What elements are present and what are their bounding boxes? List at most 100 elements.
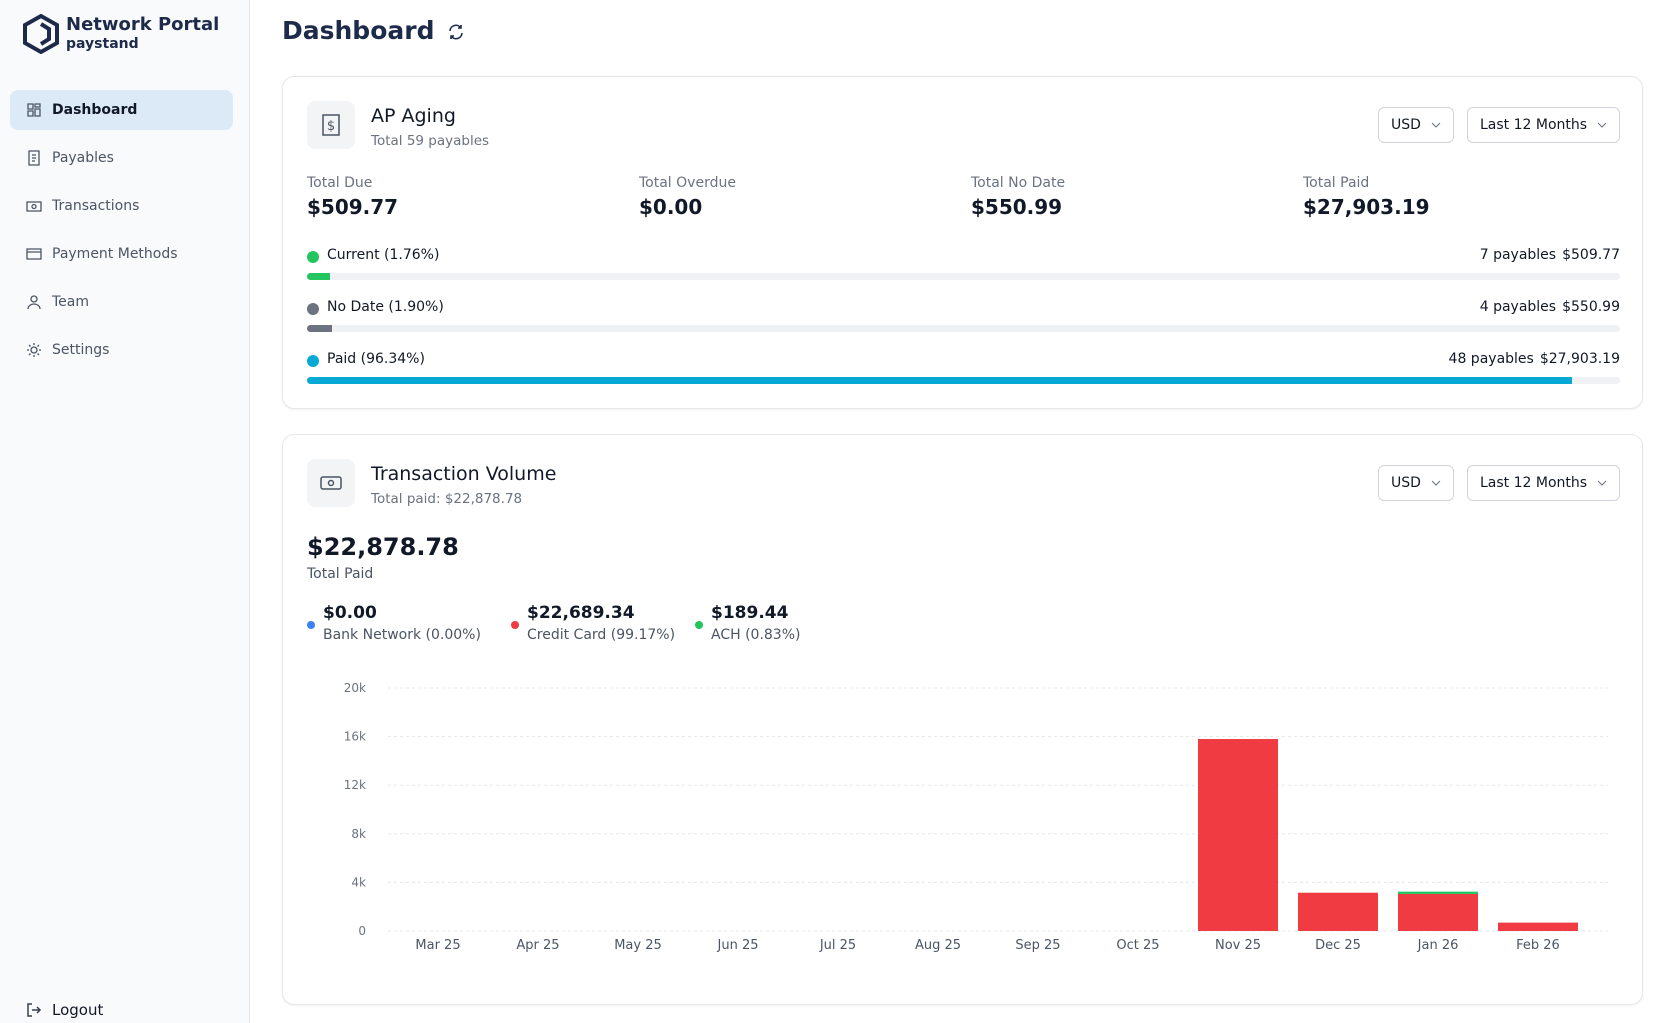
logout-label: Logout xyxy=(52,1001,104,1019)
aging-row: Paid (96.34%) 48 payables $27,903.19 xyxy=(307,351,1620,391)
stat: Total Due $509.77 xyxy=(307,175,398,219)
nav-item[interactable]: Dashboard xyxy=(10,90,233,130)
bar xyxy=(1398,893,1478,931)
row-right: 7 payables $509.77 xyxy=(1480,247,1620,263)
nav-icon xyxy=(27,343,41,357)
dot xyxy=(307,251,319,263)
stat-value: $550.99 xyxy=(971,195,1063,219)
currency-select[interactable]: USD xyxy=(1378,465,1454,501)
row-count: 4 payables xyxy=(1479,299,1557,315)
total-paid: $22,878.78 xyxy=(307,533,459,561)
stat: Total Paid $27,903.19 xyxy=(1303,175,1430,219)
stat-value: $27,903.19 xyxy=(1303,195,1430,219)
nav-item[interactable]: Payables xyxy=(10,138,233,178)
row-count: 48 payables xyxy=(1448,351,1534,367)
x-tick-label: Nov 25 xyxy=(1215,938,1261,953)
refresh[interactable] xyxy=(447,23,465,41)
legend-dot xyxy=(695,621,703,629)
sub-brand: paystand xyxy=(66,36,139,52)
stat-value: $0.00 xyxy=(639,195,703,219)
nav-icon xyxy=(28,150,40,166)
row-label: No Date (1.90%) xyxy=(327,299,444,315)
card-title: Transaction Volume xyxy=(371,463,557,485)
dot xyxy=(307,355,319,367)
nav-item[interactable]: Team xyxy=(10,282,233,322)
y-tick-label: 16k xyxy=(344,730,366,744)
aging-row: No Date (1.90%) 4 payables $550.99 xyxy=(307,299,1620,339)
bar xyxy=(1398,891,1478,894)
legend-name: ACH (0.83%) xyxy=(711,627,801,643)
row-amount: $509.77 xyxy=(1562,247,1620,263)
y-tick-label: 8k xyxy=(351,827,366,841)
nav-label: Dashboard xyxy=(52,102,138,118)
progress-track xyxy=(307,377,1620,384)
nav-item[interactable]: Settings xyxy=(10,330,233,370)
x-tick-label: Feb 26 xyxy=(1516,938,1560,953)
progress-track xyxy=(307,325,1620,332)
period: Last 12 Months xyxy=(1480,475,1588,491)
logo xyxy=(23,14,59,54)
row-label: Paid (96.34%) xyxy=(327,351,425,367)
aging-row: Current (1.76%) 7 payables $509.77 xyxy=(307,247,1620,287)
y-tick-label: 12k xyxy=(344,778,366,792)
stat-value: $509.77 xyxy=(307,195,399,219)
card-subtitle: Total 59 payables xyxy=(371,133,490,149)
legend-total: $22,689.34 xyxy=(527,603,635,623)
logout[interactable]: Logout xyxy=(26,1001,103,1019)
period: Last 12 Months xyxy=(1480,117,1588,133)
stat-label: Total Due xyxy=(307,175,373,191)
nav-label: Payment Methods xyxy=(52,246,178,262)
tv-icon xyxy=(307,459,355,507)
progress-bar xyxy=(307,325,332,332)
stat-label: Total Overdue xyxy=(639,175,736,191)
legend-total: $189.44 xyxy=(711,603,789,623)
nav-icon xyxy=(26,248,42,260)
nav-icon xyxy=(27,103,41,117)
brand: Network Portal xyxy=(66,14,220,35)
x-tick-label: May 25 xyxy=(614,938,662,953)
x-tick-label: Oct 25 xyxy=(1116,938,1159,953)
page-title: Dashboard xyxy=(282,16,435,45)
period-select[interactable]: Last 12 Months xyxy=(1467,107,1621,143)
legend-name: Bank Network (0.00%) xyxy=(323,627,481,643)
row-label: Current (1.76%) xyxy=(327,247,440,263)
progress-bar xyxy=(307,273,331,280)
dot xyxy=(307,303,319,315)
stat-label: Total No Date xyxy=(971,175,1066,191)
row-amount: $550.99 xyxy=(1562,299,1620,315)
nav-item[interactable]: Payment Methods xyxy=(10,234,233,274)
svg-text:$: $ xyxy=(327,119,335,134)
nav-label: Payables xyxy=(52,150,114,166)
stat-label: Total Paid xyxy=(1303,175,1370,191)
chart: 0 4k 8k 12k 16k 20k Mar 25 Apr 25 May 25 Jun 25 Ju… xyxy=(344,681,1608,953)
nav-label: Team xyxy=(52,294,90,310)
x-tick-label: Jul 25 xyxy=(819,938,856,953)
progress-bar xyxy=(307,377,1572,384)
transaction-card: Transaction Volume Total paid: $22,878.7… xyxy=(282,434,1643,1005)
y-tick-label: 4k xyxy=(351,875,366,889)
nav-label: Transactions xyxy=(52,198,140,214)
nav-icon xyxy=(27,295,41,310)
bar xyxy=(1198,739,1278,931)
sidebar: Network Portal paystand Dashboard Payable… xyxy=(0,0,250,1023)
logout-icon xyxy=(27,1003,42,1017)
x-tick-label: Sep 25 xyxy=(1015,938,1060,953)
nav-item[interactable]: Transactions xyxy=(10,186,233,226)
x-tick-label: Apr 25 xyxy=(516,938,559,953)
period-select[interactable]: Last 12 Months xyxy=(1467,465,1621,501)
legend-total: $0.00 xyxy=(323,603,377,623)
legend-dot xyxy=(307,621,315,629)
currency-select[interactable]: USD xyxy=(1378,107,1454,143)
x-tick-label: Mar 25 xyxy=(415,938,460,953)
bar xyxy=(1298,892,1378,931)
bar xyxy=(1498,922,1578,931)
x-tick-label: Jan 26 xyxy=(1417,938,1459,953)
y-tick-label: 20k xyxy=(344,681,366,695)
currency: USD xyxy=(1391,475,1421,491)
stat: Total Overdue $0.00 xyxy=(639,175,736,219)
row-right: 4 payables $550.99 xyxy=(1480,299,1620,315)
card-subtitle: Total paid: $22,878.78 xyxy=(371,491,523,507)
progress-track xyxy=(307,273,1620,280)
ap-aging-card: $ AP Aging Total 59 payables USD Last 12… xyxy=(282,76,1643,409)
